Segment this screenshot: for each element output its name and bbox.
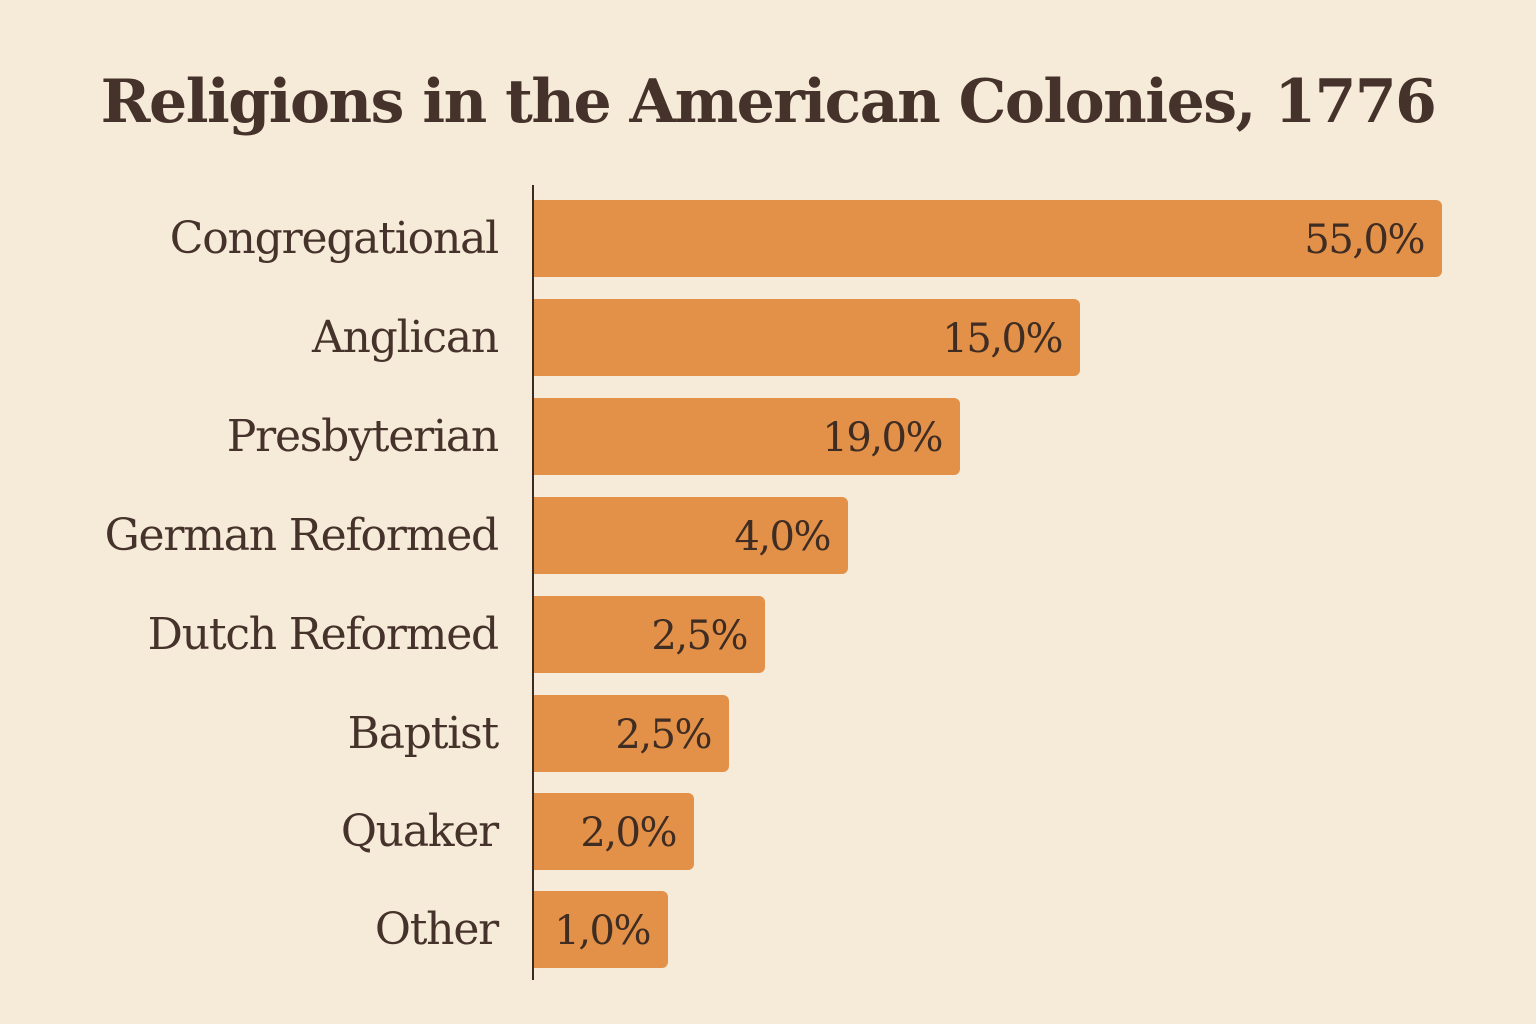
- bar: 2,5%: [534, 695, 729, 772]
- bar: 19,0%: [534, 398, 960, 475]
- category-label: Congregational: [169, 213, 499, 264]
- category-label: Anglican: [311, 312, 499, 363]
- bar-row-baptist: Baptist 2,5%: [0, 695, 1536, 772]
- bar-row-dutch-reformed: Dutch Reformed 2,5%: [0, 596, 1536, 673]
- bar-row-presbyterian: Presbyterian 19,0%: [0, 398, 1536, 475]
- value-label: 19,0%: [822, 415, 943, 461]
- value-label: 2,5%: [615, 712, 712, 758]
- category-label: Quaker: [340, 806, 499, 857]
- bar-row-other: Other 1,0%: [0, 891, 1536, 968]
- value-label: 2,5%: [651, 613, 748, 659]
- category-label: Presbyterian: [226, 411, 499, 462]
- value-label: 15,0%: [942, 316, 1063, 362]
- category-label: Dutch Reformed: [147, 609, 500, 660]
- bar: 15,0%: [534, 299, 1080, 376]
- category-label: Baptist: [347, 708, 500, 759]
- bar: 2,5%: [534, 596, 765, 673]
- category-label: German Reformed: [104, 510, 500, 561]
- value-label: 55,0%: [1304, 217, 1425, 263]
- value-label: 4,0%: [734, 514, 831, 560]
- bar-row-quaker: Quaker 2,0%: [0, 793, 1536, 870]
- bar: 1,0%: [534, 891, 668, 968]
- bar-row-german-reformed: German Reformed 4,0%: [0, 497, 1536, 574]
- bar-row-congregational: Congregational 55,0%: [0, 200, 1536, 277]
- chart-title: Religions in the American Colonies, 1776: [100, 67, 1437, 137]
- bar-row-anglican: Anglican 15,0%: [0, 299, 1536, 376]
- bar: 2,0%: [534, 793, 694, 870]
- value-label: 2,0%: [580, 810, 677, 856]
- bar: 55,0%: [534, 200, 1442, 277]
- y-axis-line: [532, 185, 534, 980]
- value-label: 1,0%: [554, 908, 651, 954]
- category-label: Other: [374, 904, 499, 955]
- bar: 4,0%: [534, 497, 848, 574]
